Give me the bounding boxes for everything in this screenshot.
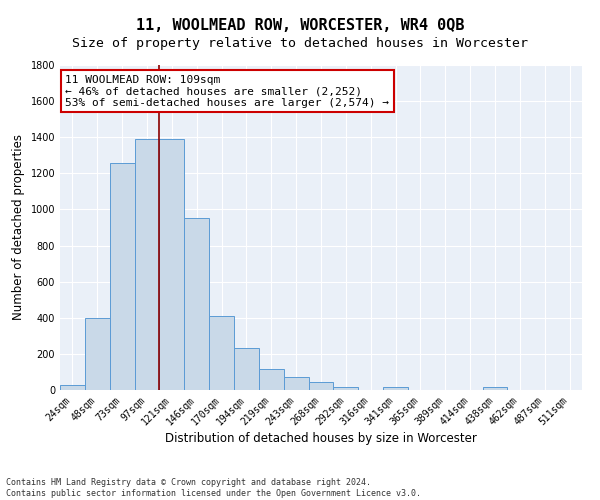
- Bar: [308, 382, 334, 390]
- Bar: [259, 369, 284, 390]
- Bar: [383, 387, 408, 390]
- Text: Contains HM Land Registry data © Crown copyright and database right 2024.
Contai: Contains HM Land Registry data © Crown c…: [6, 478, 421, 498]
- Bar: [110, 162, 134, 390]
- Bar: [184, 218, 209, 390]
- Bar: [284, 378, 308, 390]
- Bar: [482, 387, 508, 390]
- Bar: [234, 348, 259, 390]
- Bar: [160, 139, 184, 390]
- Text: 11, WOOLMEAD ROW, WORCESTER, WR4 0QB: 11, WOOLMEAD ROW, WORCESTER, WR4 0QB: [136, 18, 464, 32]
- Bar: [334, 387, 358, 390]
- Text: 11 WOOLMEAD ROW: 109sqm
← 46% of detached houses are smaller (2,252)
53% of semi: 11 WOOLMEAD ROW: 109sqm ← 46% of detache…: [65, 74, 389, 108]
- Bar: [134, 139, 160, 390]
- X-axis label: Distribution of detached houses by size in Worcester: Distribution of detached houses by size …: [165, 432, 477, 446]
- Bar: [209, 316, 234, 390]
- Bar: [85, 318, 110, 390]
- Y-axis label: Number of detached properties: Number of detached properties: [12, 134, 25, 320]
- Text: Size of property relative to detached houses in Worcester: Size of property relative to detached ho…: [72, 38, 528, 51]
- Bar: [60, 384, 85, 390]
